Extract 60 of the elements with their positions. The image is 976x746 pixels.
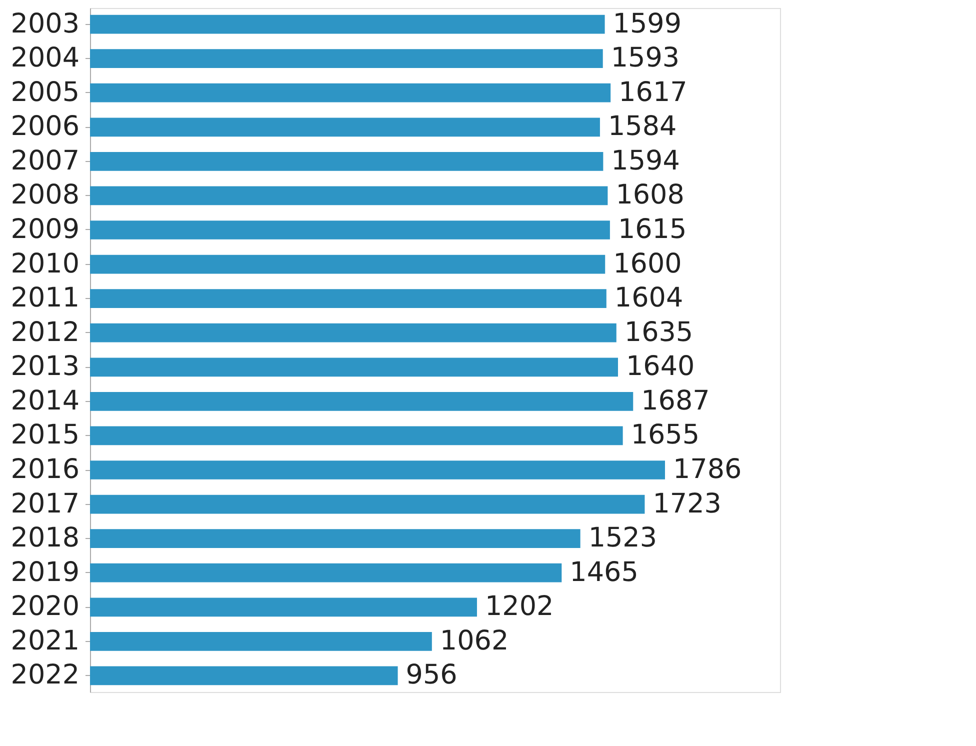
data-label: 956 [406,660,458,691]
bar [90,358,618,377]
bar [90,152,604,171]
bar [90,392,634,411]
bar [90,426,623,446]
data-label: 1584 [608,111,677,142]
y-tick-label: 2015 [10,420,80,451]
data-label: 1786 [673,454,742,485]
data-label: 1687 [641,385,710,416]
data-label: 1594 [611,145,680,176]
bar [90,118,600,137]
y-tick-label: 2019 [10,556,80,588]
y-tick-label: 2012 [10,316,80,348]
bar [90,220,610,240]
y-tick-label: 2007 [10,145,80,176]
bar [90,49,603,68]
y-tick-label: 2017 [10,488,80,520]
y-tick-label: 2006 [10,111,80,142]
bar [90,460,665,480]
data-label: 1655 [630,420,700,451]
bar [90,666,398,686]
y-tick-label: 2011 [10,282,80,314]
data-label: 1608 [616,180,684,211]
bar [90,632,432,651]
y-tick-label: 2008 [10,180,80,211]
y-tick-label: 2014 [10,385,80,416]
data-label: 1523 [588,522,658,554]
bar [90,529,580,548]
data-label: 1635 [624,316,694,348]
bar [90,563,562,582]
bar [90,494,645,514]
data-label: 1202 [484,591,554,622]
data-label: 1593 [610,42,680,74]
y-tick-label: 2018 [10,522,80,554]
data-label: 1062 [440,625,509,656]
data-label: 1599 [612,8,682,40]
y-tick-label: 2020 [10,591,80,622]
y-tick-label: 2021 [10,625,80,656]
y-tick-label: 2004 [10,42,80,74]
bar [90,186,608,206]
data-label: 1617 [618,76,688,108]
bar [90,83,611,102]
y-tick-label: 2009 [10,214,80,245]
data-label: 1723 [652,488,722,520]
y-tick-label: 2013 [10,351,80,382]
bar [90,598,477,617]
y-tick-label: 2010 [10,248,80,280]
bar [90,323,616,342]
bar [90,14,605,34]
y-tick-label: 2016 [10,454,80,485]
y-tick-label: 2003 [10,8,80,40]
y-tick-label: 2005 [10,76,80,108]
data-label: 1615 [618,214,687,245]
data-label: 1604 [614,282,684,314]
y-tick-label: 2022 [10,660,80,691]
data-label: 1600 [613,248,682,280]
data-label: 1640 [626,351,695,382]
bar [90,289,606,308]
bar [90,254,606,274]
data-label: 1465 [570,556,638,588]
